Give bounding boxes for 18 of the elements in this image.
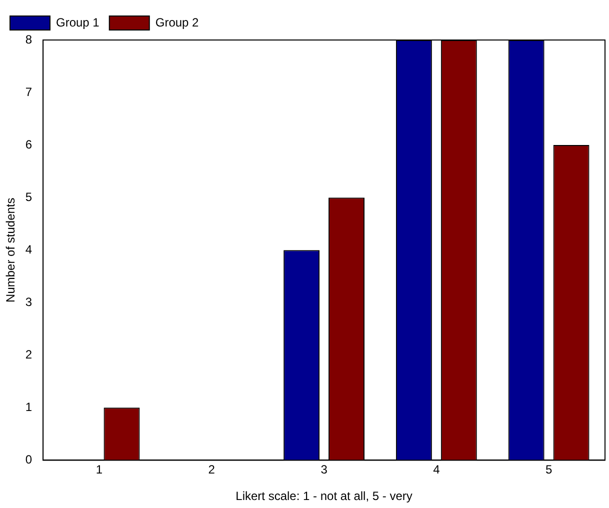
y-tick-label: 2 — [25, 347, 32, 362]
x-tick-label: 3 — [320, 462, 328, 477]
y-axis-title: Number of students — [4, 198, 18, 302]
y-tick-label: 6 — [25, 137, 32, 152]
legend-label: Group 1 — [56, 15, 100, 30]
y-tick-label: 1 — [25, 400, 32, 414]
x-tick-label: 2 — [208, 462, 216, 477]
y-tick-label: 0 — [25, 452, 32, 467]
x-tick-label: 5 — [545, 462, 552, 477]
y-tick-label: 8 — [25, 32, 32, 46]
legend-label: Group 2 — [155, 15, 200, 30]
y-tick-label: 5 — [25, 190, 32, 204]
x-tick-label: 4 — [433, 462, 440, 477]
x-axis-title: Likert scale: 1 - not at all, 5 - very — [236, 489, 412, 504]
y-tick-label: 7 — [25, 84, 32, 99]
y-tick-label: 3 — [25, 294, 32, 309]
y-tick-label: 4 — [25, 242, 32, 256]
x-tick-label: 1 — [96, 462, 103, 477]
